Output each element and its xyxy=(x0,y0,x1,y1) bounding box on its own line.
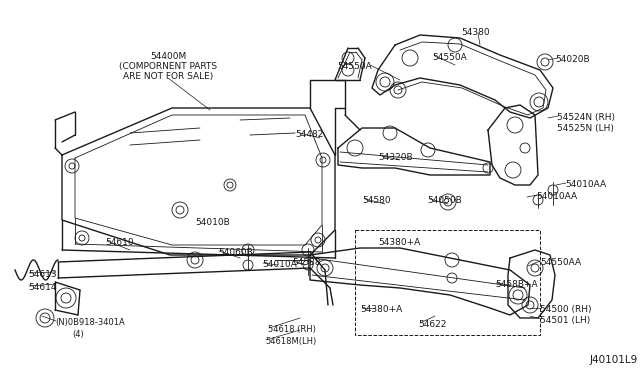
Text: 54010AA: 54010AA xyxy=(565,180,606,189)
Text: 5458B+A: 5458B+A xyxy=(495,280,538,289)
Text: 54588: 54588 xyxy=(292,258,321,267)
Text: 54500 (RH): 54500 (RH) xyxy=(540,305,591,314)
Text: ARE NOT FOR SALE): ARE NOT FOR SALE) xyxy=(123,72,213,81)
Text: 54482: 54482 xyxy=(295,130,323,139)
Text: 54010A: 54010A xyxy=(262,260,297,269)
Text: 54618M(LH): 54618M(LH) xyxy=(265,337,316,346)
Text: 54550AA: 54550AA xyxy=(540,258,581,267)
Text: 54010B: 54010B xyxy=(195,218,230,227)
Text: 54524N (RH): 54524N (RH) xyxy=(557,113,615,122)
Text: 54610: 54610 xyxy=(105,238,134,247)
Text: 54320B: 54320B xyxy=(378,153,413,162)
Text: 54550A: 54550A xyxy=(432,53,467,62)
Text: 54380+A: 54380+A xyxy=(360,305,403,314)
Text: 54060B: 54060B xyxy=(218,248,253,257)
Text: 54618 (RH): 54618 (RH) xyxy=(268,325,316,334)
Text: 54020B: 54020B xyxy=(555,55,589,64)
Text: J40101L9: J40101L9 xyxy=(590,355,638,365)
Text: 54501 (LH): 54501 (LH) xyxy=(540,316,590,325)
Text: 54050B: 54050B xyxy=(427,196,461,205)
Bar xyxy=(355,230,540,335)
Text: (N)0B918-3401A: (N)0B918-3401A xyxy=(55,318,125,327)
Text: 54380: 54380 xyxy=(461,28,490,37)
Text: 54613: 54613 xyxy=(28,270,56,279)
Text: (4): (4) xyxy=(72,330,84,339)
Text: 54525N (LH): 54525N (LH) xyxy=(557,124,614,133)
Text: 54580: 54580 xyxy=(362,196,390,205)
Text: (COMPORNENT PARTS: (COMPORNENT PARTS xyxy=(119,62,217,71)
Text: 54380+A: 54380+A xyxy=(378,238,420,247)
Text: 54010AA: 54010AA xyxy=(536,192,577,201)
Text: 54400M: 54400M xyxy=(150,52,186,61)
Text: 54622: 54622 xyxy=(418,320,446,329)
Text: 54614: 54614 xyxy=(28,283,56,292)
Text: 54550A: 54550A xyxy=(337,62,372,71)
